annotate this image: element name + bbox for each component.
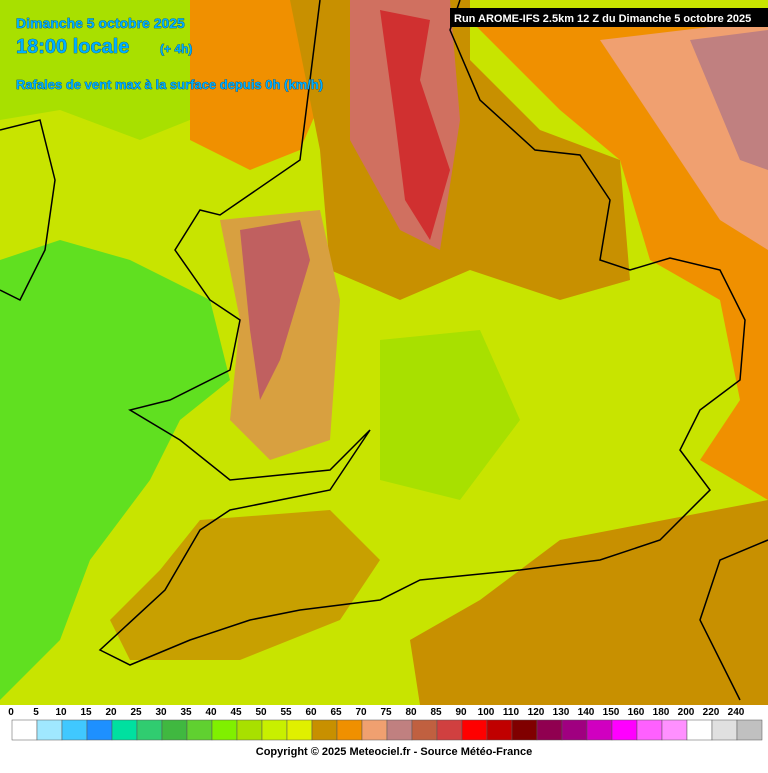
legend-label: 110 xyxy=(503,707,520,718)
time-label: 18:00 locale xyxy=(16,36,129,58)
legend-label: 0 xyxy=(8,707,14,718)
legend-swatch xyxy=(461,719,488,741)
wind-zone xyxy=(380,10,450,240)
coastline xyxy=(699,539,768,701)
sea-region xyxy=(0,0,200,140)
legend-label: 65 xyxy=(330,707,342,718)
legend-swatch xyxy=(561,719,588,741)
legend-swatch xyxy=(661,719,688,741)
legend-swatch xyxy=(536,719,563,741)
wind-zone xyxy=(240,220,310,400)
legend-swatch xyxy=(636,719,663,741)
legend-label: 180 xyxy=(653,707,670,718)
legend-swatch xyxy=(736,719,763,741)
date-label: Dimanche 5 octobre 2025 xyxy=(16,15,185,31)
legend-label: 100 xyxy=(478,707,495,718)
legend-label: 25 xyxy=(130,707,142,718)
legend-label: 120 xyxy=(528,707,545,718)
wind-zone xyxy=(380,330,520,500)
legend-label: 20 xyxy=(105,707,117,718)
legend-swatch xyxy=(186,719,213,741)
sea-region xyxy=(0,240,230,700)
legend-swatch xyxy=(111,719,138,741)
legend-swatch xyxy=(211,719,238,741)
legend-label: 15 xyxy=(80,707,92,718)
offset-label: (+ 4h) xyxy=(160,42,192,56)
wind-zone xyxy=(190,0,330,170)
legend-label: 75 xyxy=(380,707,392,718)
legend-swatch xyxy=(436,719,463,741)
legend-swatch xyxy=(611,719,638,741)
legend-swatch xyxy=(136,719,163,741)
legend-swatch xyxy=(236,719,263,741)
legend-label: 70 xyxy=(355,707,367,718)
legend-label: 50 xyxy=(255,707,267,718)
legend-swatch xyxy=(61,719,88,741)
coastline xyxy=(98,0,746,666)
coastline xyxy=(0,119,56,302)
legend-label: 90 xyxy=(455,707,467,718)
legend-swatch xyxy=(161,719,188,741)
legend-swatch xyxy=(11,719,38,741)
legend-label: 140 xyxy=(578,707,595,718)
legend-label: 150 xyxy=(603,707,620,718)
legend-swatch xyxy=(86,719,113,741)
legend-swatch xyxy=(686,719,713,741)
legend-swatch xyxy=(386,719,413,741)
legend-swatch xyxy=(511,719,538,741)
copyright: Copyright © 2025 Meteociel.fr - Source M… xyxy=(256,746,532,758)
legend-label: 45 xyxy=(230,707,242,718)
legend-label: 10 xyxy=(55,707,67,718)
map xyxy=(0,0,768,705)
legend-swatch xyxy=(311,719,338,741)
parameter-label: Rafales de vent max à la surface depuis … xyxy=(16,77,323,92)
run-label: Run AROME-IFS 2.5km 12 Z du Dimanche 5 o… xyxy=(454,13,751,25)
legend-label: 30 xyxy=(155,707,167,718)
legend-swatch xyxy=(711,719,738,741)
legend-swatch xyxy=(361,719,388,741)
legend-swatch xyxy=(261,719,288,741)
legend-label: 5 xyxy=(33,707,39,718)
legend-label: 220 xyxy=(703,707,720,718)
wind-zone xyxy=(410,500,768,705)
legend-label: 130 xyxy=(553,707,570,718)
legend-label: 35 xyxy=(180,707,192,718)
legend-label: 160 xyxy=(628,707,645,718)
legend-label: 200 xyxy=(678,707,695,718)
legend-swatch xyxy=(486,719,513,741)
legend-swatch xyxy=(336,719,363,741)
legend-swatch xyxy=(411,719,438,741)
legend-label: 40 xyxy=(205,707,217,718)
run-box xyxy=(450,8,768,27)
legend: 0 5 10 15 20 25 30 35 40 45 50 55 60 65 70 75 80 85 90 100 1… xyxy=(8,707,763,741)
legend-label: 55 xyxy=(280,707,292,718)
legend-swatch xyxy=(36,719,63,741)
legend-label: 80 xyxy=(405,707,417,718)
legend-label: 85 xyxy=(430,707,442,718)
legend-label: 240 xyxy=(728,707,745,718)
wind-zone xyxy=(110,510,380,660)
wind-zone xyxy=(690,30,768,170)
legend-swatch xyxy=(586,719,613,741)
legend-label: 60 xyxy=(305,707,317,718)
legend-swatch xyxy=(286,719,313,741)
